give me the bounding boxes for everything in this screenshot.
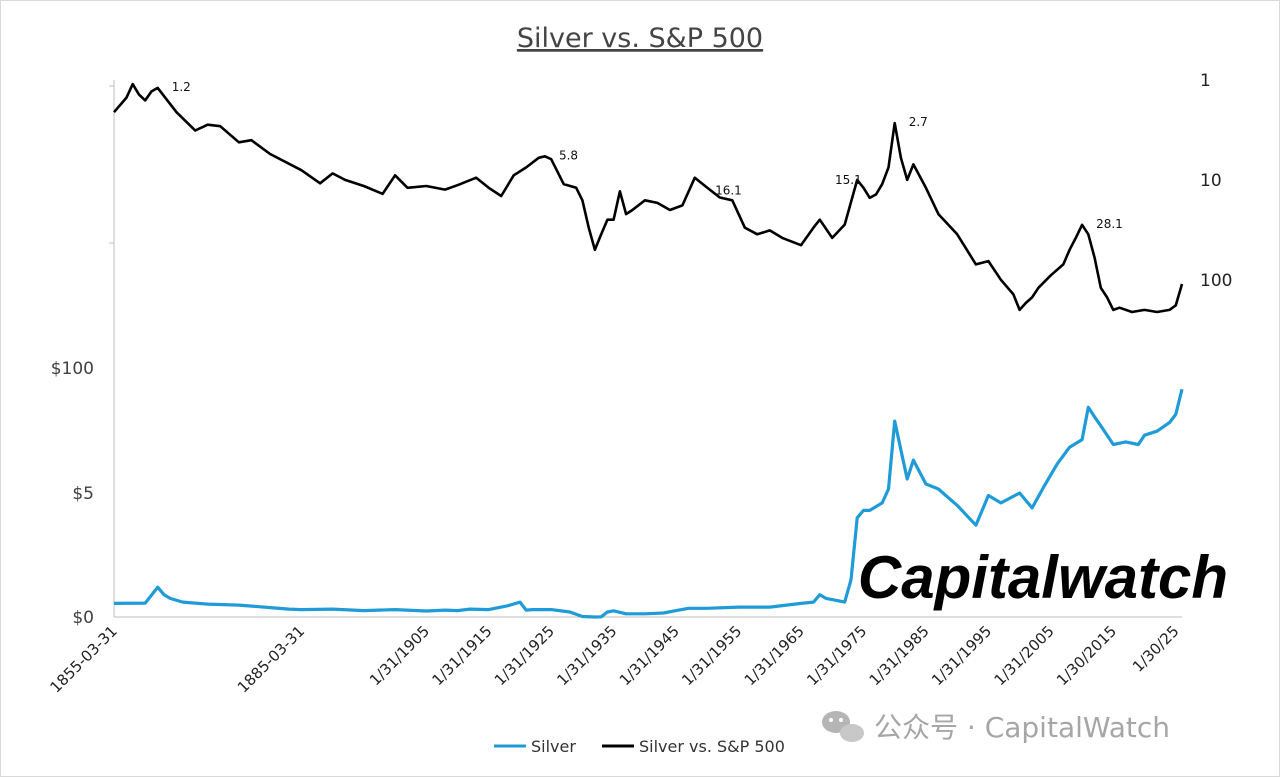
x-tick-label: 1/31/1945 — [616, 622, 683, 689]
annotation-label: 1.2 — [172, 80, 191, 94]
x-tick-label: 1/31/1965 — [741, 622, 808, 689]
left-tick-label: $0 — [72, 608, 94, 628]
x-tick-label: 1855-03-31 — [46, 622, 120, 696]
left-tick-label: $100 — [51, 359, 94, 379]
left-tick-label: $5 — [72, 484, 94, 504]
x-tick-label: 1/30/25 — [1129, 622, 1183, 676]
brand-logo: Capitalwatch — [858, 544, 1228, 611]
x-tick-label: 1/31/1955 — [678, 622, 745, 689]
x-tick-label: 1/31/2005 — [991, 622, 1058, 689]
right-tick-label: 100 — [1200, 271, 1232, 291]
right-tick-label: 1 — [1200, 71, 1211, 91]
x-tick-label: 1/31/1925 — [491, 622, 558, 689]
x-tick-label: 1/31/1995 — [928, 622, 995, 689]
annotation-label: 2.7 — [909, 115, 928, 129]
axes — [109, 80, 1182, 618]
x-tick-label: 1/30/2015 — [1053, 622, 1120, 689]
watermark: 公众号 · CapitalWatch — [822, 711, 1170, 744]
annotation-label: 5.8 — [559, 148, 578, 162]
series-line-silver — [113, 388, 1184, 619]
x-tick-label: 1/31/1975 — [803, 622, 870, 689]
x-axis-ticks: 1855-03-31 1885-03-31 1/31/19051/31/19151/… — [46, 622, 1182, 696]
series-group — [113, 82, 1184, 619]
chart-title: Silver vs. S&P 500 — [517, 23, 763, 54]
left-axis-ticks: $0 $5 $100 — [51, 359, 94, 628]
annotation-label: 15.1 — [835, 173, 862, 187]
legend-label-silver: Silver — [531, 737, 576, 756]
series-line-silver-vs-sp500 — [113, 82, 1184, 314]
annotation-label: 16.1 — [715, 184, 742, 198]
legend: Silver Silver vs. S&P 500 — [494, 737, 785, 756]
wechat-icon — [822, 711, 864, 742]
legend-label-silver-vs-sp500: Silver vs. S&P 500 — [639, 737, 785, 756]
x-tick-label: 1885-03-31 — [234, 622, 308, 696]
x-tick-label: 1/31/1985 — [866, 622, 933, 689]
annotation-label: 28.1 — [1096, 217, 1123, 231]
annotations: 1.2 5.8 16.1 15.1 2.7 28.1 — [172, 80, 1123, 231]
right-tick-label: 10 — [1200, 171, 1222, 191]
watermark-text: 公众号 · CapitalWatch — [874, 711, 1170, 744]
x-tick-label: 1/31/1935 — [553, 622, 620, 689]
x-tick-label: 1/31/1905 — [366, 622, 433, 689]
right-axis-ticks: 1 10 100 — [1200, 71, 1232, 291]
x-tick-label: 1/31/1915 — [428, 622, 495, 689]
